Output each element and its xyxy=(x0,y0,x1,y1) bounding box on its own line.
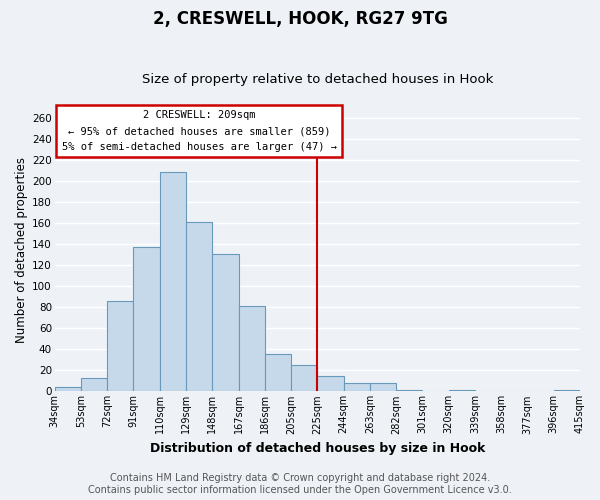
Bar xyxy=(265,354,291,392)
Text: Contains HM Land Registry data © Crown copyright and database right 2024.
Contai: Contains HM Land Registry data © Crown c… xyxy=(88,474,512,495)
Bar xyxy=(449,390,475,392)
Bar xyxy=(291,365,317,392)
Bar xyxy=(81,378,107,392)
X-axis label: Distribution of detached houses by size in Hook: Distribution of detached houses by size … xyxy=(149,442,485,455)
Bar xyxy=(370,383,396,392)
Bar xyxy=(239,306,265,392)
Bar xyxy=(186,222,212,392)
Bar xyxy=(107,301,133,392)
Bar xyxy=(317,376,344,392)
Text: 2 CRESWELL: 209sqm
← 95% of detached houses are smaller (859)
5% of semi-detache: 2 CRESWELL: 209sqm ← 95% of detached hou… xyxy=(62,110,337,152)
Bar xyxy=(160,172,186,392)
Y-axis label: Number of detached properties: Number of detached properties xyxy=(15,156,28,342)
Text: 2, CRESWELL, HOOK, RG27 9TG: 2, CRESWELL, HOOK, RG27 9TG xyxy=(152,10,448,28)
Bar xyxy=(554,390,580,392)
Bar xyxy=(344,383,370,392)
Bar xyxy=(133,246,160,392)
Title: Size of property relative to detached houses in Hook: Size of property relative to detached ho… xyxy=(142,73,493,86)
Bar xyxy=(396,390,422,392)
Bar xyxy=(212,254,239,392)
Bar xyxy=(55,387,81,392)
